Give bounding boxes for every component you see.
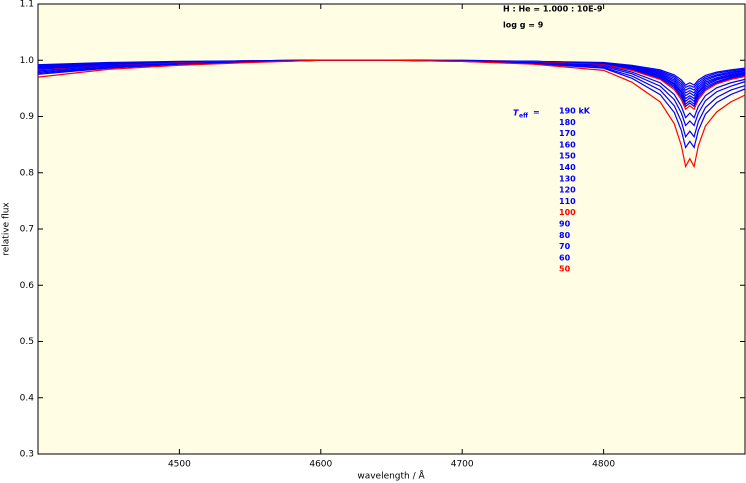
y-axis-label: relative flux [2,202,12,256]
annotation: H : He = 1.000 : 10E-9 [503,5,603,14]
y-tick-label: 0.3 [20,450,34,460]
annotation: log g = 9 [503,21,544,30]
y-tick-label: 1.1 [20,0,34,10]
x-tick-label: 4800 [592,460,615,470]
plot-area [37,3,746,455]
legend-label: 160 [559,140,576,149]
legend-label: 170 [559,129,576,138]
y-tick-label: 1.0 [20,56,35,66]
x-tick-label: 4700 [451,460,474,470]
legend-label: 90 [559,220,571,229]
y-tick-label: 0.5 [20,337,34,347]
legend-label: 80 [559,231,571,240]
x-tick-label: 4600 [309,460,332,470]
legend-title-sign: = [533,108,540,117]
spectrum-line [37,59,746,169]
y-tick-label: 0.8 [20,168,35,178]
legend-title-subscript: eff [519,113,528,120]
legend-label: 190 kK [559,107,591,116]
legend-label: 180 [559,118,576,127]
y-tick-label: 0.7 [20,225,34,235]
legend-label: 140 [559,163,576,172]
legend-label: 50 [559,265,571,274]
legend-label: 120 [559,186,576,195]
legend-label: 60 [559,253,571,262]
x-tick-label: 4500 [168,460,191,470]
legend-title: T [513,109,519,118]
legend-label: 110 [559,197,576,206]
y-tick-label: 0.6 [20,281,35,291]
legend-label: 70 [559,242,571,251]
y-tick-label: 0.9 [20,112,35,122]
y-tick-label: 0.4 [20,393,35,403]
x-axis-label: wavelength / Å [357,470,425,482]
legend-label: 100 [559,208,576,217]
legend-label: 150 [559,152,576,161]
legend-label: 130 [559,174,576,183]
